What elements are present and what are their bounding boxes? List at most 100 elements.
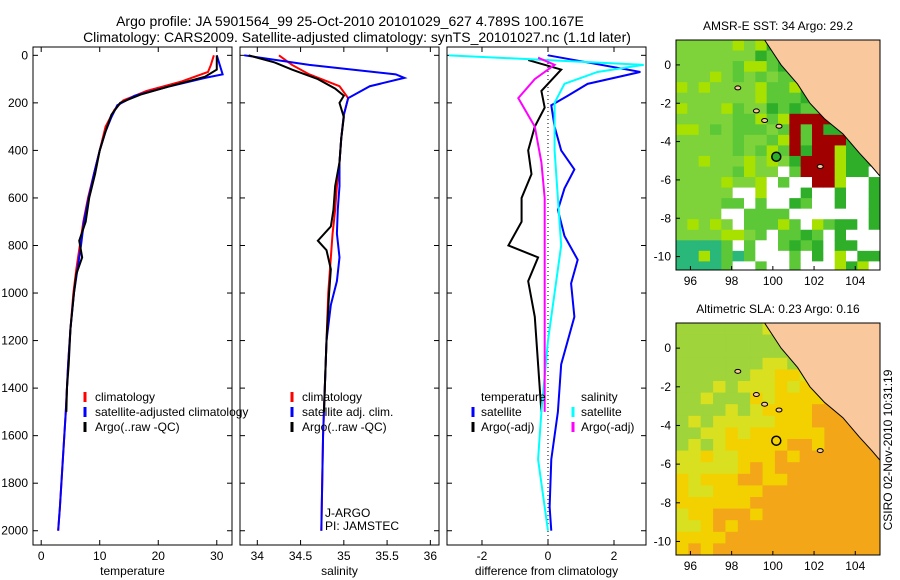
map-cell: [789, 240, 802, 252]
map-cell: [880, 40, 892, 51]
map-cell: [721, 198, 734, 210]
map-cell: [789, 113, 802, 125]
lon-tick-label: 104: [845, 559, 865, 573]
map-cell: [687, 82, 700, 94]
map-cell: [778, 198, 790, 210]
x-tick-label: 34: [251, 549, 265, 563]
map-cell: [750, 450, 764, 463]
y-tick-label: 1800: [1, 476, 28, 490]
map-title: Altimetric SLA: 0.23 Argo: 0.16: [696, 302, 860, 316]
map-cell: [676, 187, 688, 199]
map-cell: [778, 208, 790, 220]
map-cell: [789, 92, 802, 104]
map-cell: [873, 497, 880, 510]
y-tick-label: 600: [8, 191, 28, 205]
map-cell: [737, 404, 751, 417]
map-cell: [688, 473, 702, 486]
map-cell: [676, 485, 689, 498]
series-line-salinity-argo-adj-: [517, 56, 557, 412]
map-cell: [787, 392, 801, 405]
map-cell: [762, 473, 776, 486]
map-cell: [732, 187, 745, 199]
map-cell: [725, 392, 739, 405]
map-cell: [688, 323, 702, 336]
map-cell: [676, 82, 688, 94]
map-cell: [762, 497, 776, 510]
map-cell: [774, 508, 788, 521]
map-cell: [700, 323, 714, 336]
map-cell: [789, 250, 802, 262]
map-cell: [823, 124, 836, 136]
map-cell: [812, 415, 825, 428]
map-cell: [823, 250, 836, 262]
map-cell: [732, 71, 745, 83]
map-cell: [688, 485, 702, 498]
map-cell: [732, 250, 745, 262]
map-cell: [849, 439, 862, 452]
map-cell: [676, 497, 689, 510]
island: [816, 448, 824, 454]
map-cell: [861, 497, 875, 510]
map-cell: [755, 92, 768, 104]
map-cell: [700, 427, 714, 440]
map-cell: [789, 145, 802, 157]
map-cell: [834, 155, 847, 167]
map-cell: [676, 473, 689, 486]
map-cell: [762, 369, 776, 382]
map-cell: [721, 40, 734, 52]
map-cell: [710, 166, 722, 178]
map-cell: [880, 240, 892, 251]
map-cell: [700, 462, 714, 475]
map-cell: [868, 177, 880, 189]
map-cell: [688, 404, 702, 417]
map-cell: [738, 555, 751, 567]
legend-header-salinity: salinity: [581, 390, 618, 404]
map-cell: [812, 208, 824, 220]
map-cell: [787, 427, 801, 440]
map-cell: [846, 229, 858, 241]
map-cell: [676, 250, 688, 262]
map-cell: [766, 208, 779, 220]
map-cell: [725, 508, 739, 521]
map-cell: [812, 124, 824, 136]
map-cell: [687, 71, 700, 83]
map-cell: [676, 261, 688, 270]
map-cell: [698, 134, 711, 146]
map-cell: [787, 462, 801, 475]
map-cell: [687, 145, 700, 157]
map-cell: [744, 92, 756, 104]
map-cell: [737, 485, 751, 498]
map-cell: [836, 439, 850, 452]
map-cell: [725, 473, 739, 486]
map-cell: [676, 357, 689, 370]
map-cell: [676, 229, 688, 241]
map-cell: [812, 250, 824, 262]
map-cell: [750, 439, 764, 452]
lon-tick-label: 104: [845, 274, 865, 288]
map-cell: [737, 462, 751, 475]
map-cell: [834, 166, 847, 178]
map-cell: [778, 177, 790, 189]
map-cell: [698, 250, 711, 262]
map-cell: [799, 473, 813, 486]
map-cell: [732, 92, 745, 104]
map-cell: [774, 415, 788, 428]
map-cell: [737, 450, 751, 463]
map-cell: [688, 462, 702, 475]
map-cell: [766, 155, 779, 167]
map-cell: [789, 155, 802, 167]
map-cell: [676, 40, 688, 52]
map-cell: [688, 520, 702, 533]
map-cell: [737, 543, 751, 555]
map-cell: [737, 427, 751, 440]
map-cell: [744, 177, 756, 189]
map-cell: [800, 240, 813, 252]
map-cell: [725, 520, 739, 533]
map-cell: [725, 543, 739, 555]
map-cell: [880, 51, 892, 62]
map-cell: [800, 187, 813, 199]
map-cell: [836, 531, 850, 544]
legend-label: satellite: [581, 405, 622, 419]
map-cell: [849, 543, 862, 555]
map-cell: [737, 531, 751, 544]
